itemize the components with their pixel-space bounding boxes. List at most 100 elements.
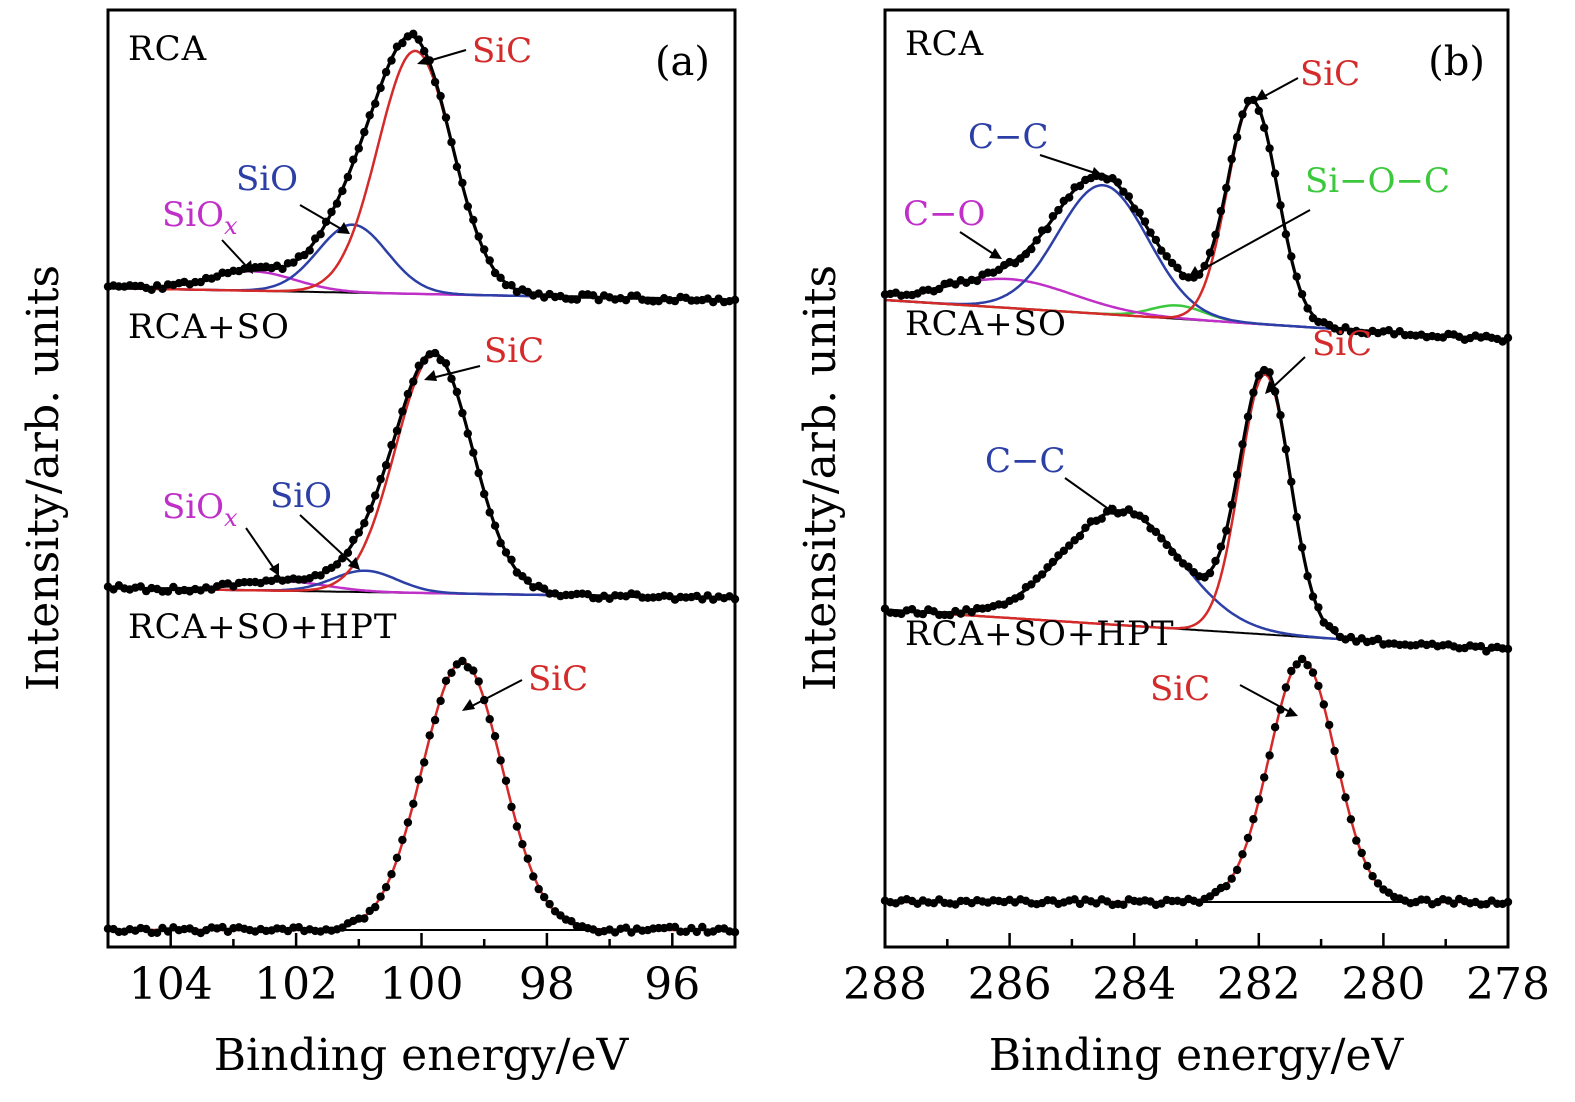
data-point — [458, 178, 467, 188]
data-point — [1065, 193, 1074, 202]
data-point — [447, 374, 456, 383]
panel-b-label-sic-1: SiC — [1300, 54, 1360, 94]
data-point — [523, 576, 532, 585]
data-point — [398, 835, 407, 845]
fit-envelope — [108, 351, 735, 600]
data-point — [332, 560, 342, 569]
x-tick-label: 284 — [1092, 959, 1176, 1010]
data-point — [1308, 668, 1318, 677]
data-point — [1222, 183, 1231, 193]
data-point — [1043, 563, 1052, 572]
panel-a-y-axis-label: Intensity/arb. units — [18, 265, 69, 691]
data-point — [1254, 371, 1264, 380]
panel-a-plot-area — [103, 29, 740, 938]
data-point — [447, 138, 456, 147]
data-point — [589, 291, 598, 300]
arrow-b-sic-2 — [1271, 356, 1306, 389]
arrow-a-sic-2-head — [424, 370, 437, 381]
data-point — [1449, 899, 1459, 908]
fit-envelope — [107, 34, 735, 302]
data-point — [430, 715, 440, 725]
data-point — [469, 448, 478, 457]
data-point — [1243, 833, 1253, 843]
data-point — [441, 359, 451, 368]
data-point — [1205, 568, 1215, 578]
data-point — [218, 922, 227, 932]
data-point — [354, 144, 363, 153]
data-point — [490, 732, 500, 741]
panel-b-x-ticks: 288 286 284 282 280 278 — [843, 933, 1550, 1010]
data-point — [474, 232, 483, 241]
data-point — [1227, 154, 1236, 164]
arrow-a-sic-1 — [424, 49, 467, 63]
data-point — [1270, 723, 1280, 732]
data-point — [409, 799, 418, 808]
data-point — [1162, 252, 1171, 261]
data-point — [1357, 848, 1366, 858]
data-point — [507, 802, 516, 812]
arrow-b-cc-2 — [1064, 477, 1111, 511]
data-point — [430, 77, 440, 87]
arrow-b-sic-3-head — [1285, 707, 1298, 717]
data-point — [594, 296, 603, 305]
data-point — [972, 276, 982, 286]
spectrum-rca-so — [880, 365, 1513, 656]
data-point — [1297, 654, 1307, 664]
data-point — [1297, 543, 1307, 552]
data-point — [1146, 228, 1155, 237]
data-point — [1249, 815, 1258, 824]
panel-b-sample-label-rca-so-hpt: RCA+SO+HPT — [905, 614, 1175, 654]
data-point — [1368, 872, 1377, 881]
panel-b-label-sic-3: SiC — [1150, 669, 1210, 709]
data-point — [1265, 368, 1274, 377]
data-point — [136, 582, 145, 591]
data-point — [430, 348, 440, 358]
data-point — [1048, 212, 1058, 221]
data-point — [1167, 547, 1177, 557]
data-point — [300, 250, 309, 260]
data-point — [1119, 900, 1128, 909]
panel-a-label: (a) — [655, 39, 710, 85]
arrow-b-sioc-1-head — [1188, 266, 1201, 278]
panel-a-frame — [106, 8, 737, 949]
data-point — [381, 67, 391, 77]
data-point — [1249, 388, 1258, 397]
panel-b-label-sioc-1: Si−O−C — [1305, 161, 1450, 201]
data-point — [507, 281, 516, 290]
data-point — [1222, 526, 1231, 535]
data-point — [1314, 681, 1323, 691]
data-point — [1243, 412, 1253, 421]
data-point — [414, 775, 423, 784]
data-point — [316, 230, 325, 239]
data-point — [1037, 570, 1047, 579]
panel-a-label-sic-3: SiC — [528, 659, 588, 699]
data-point — [1330, 746, 1339, 756]
data-point — [1021, 249, 1031, 259]
data-point — [490, 268, 500, 278]
data-point — [935, 284, 944, 294]
panel-a-label-sio-1: SiO — [236, 159, 298, 199]
data-point — [1157, 534, 1166, 543]
arrow-a-siox-2 — [245, 527, 276, 571]
data-point — [458, 408, 467, 418]
data-point — [1352, 836, 1361, 845]
arrow-a-sio-2-head — [348, 557, 360, 570]
panel-a-label-sic-2: SiC — [484, 331, 544, 371]
data-point — [376, 83, 385, 93]
data-point — [1265, 751, 1274, 760]
data-point — [376, 892, 385, 901]
data-point — [338, 186, 347, 196]
x-tick-label: 282 — [1217, 959, 1301, 1010]
data-point — [1303, 304, 1312, 313]
data-point — [1124, 192, 1134, 201]
arrow-b-co-1-head — [989, 248, 1002, 259]
data-point — [1162, 540, 1171, 550]
data-point — [420, 758, 429, 767]
data-point — [463, 202, 472, 211]
panel-a-sample-label-rca: RCA — [128, 29, 207, 69]
panel-b-arrows — [959, 77, 1311, 717]
data-point — [1292, 660, 1301, 669]
data-point — [414, 361, 423, 370]
data-point — [1373, 634, 1383, 644]
panel-b: 288 286 284 282 280 278 (b) RCA RCA+SO RCA+SO… — [795, 8, 1550, 1081]
